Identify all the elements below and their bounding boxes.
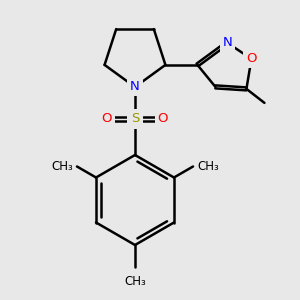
Text: O: O (158, 112, 168, 125)
Text: N: N (130, 80, 140, 94)
Text: N: N (223, 36, 232, 50)
Text: S: S (131, 112, 139, 125)
Text: O: O (246, 52, 257, 65)
Text: O: O (102, 112, 112, 125)
Text: CH₃: CH₃ (197, 160, 219, 173)
Text: N: N (130, 80, 140, 94)
Text: CH₃: CH₃ (124, 275, 146, 288)
Text: CH₃: CH₃ (51, 160, 73, 173)
